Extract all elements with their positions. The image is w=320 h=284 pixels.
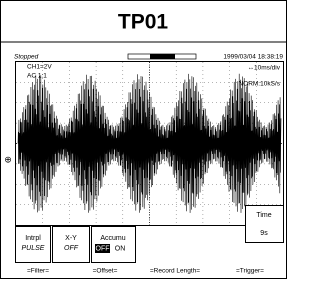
menu-label: X-Y	[65, 235, 77, 242]
menu-option[interactable]: ON	[115, 245, 126, 252]
channel-coupling: AC 1:1	[27, 73, 47, 80]
page: {"header": {"title": "TP01"}, "status": …	[0, 0, 287, 279]
title: TP01	[118, 11, 169, 34]
menu-label: Time	[256, 212, 271, 219]
softkey[interactable]: =Offset=	[93, 268, 118, 275]
record-window	[150, 54, 175, 59]
menu-label: Accumu	[100, 235, 125, 242]
sampling: NORM:10kS/s	[238, 81, 280, 88]
datetime: 1999/03/04 18:38:19	[223, 54, 283, 61]
softkey[interactable]: =Record Length=	[150, 268, 200, 275]
menu-option[interactable]: OFF	[96, 245, 110, 252]
oscilloscope-screen: TP01 Stopped 1999/03/04 18:38:19 CH1=2V …	[0, 0, 287, 279]
softkey[interactable]: =Trigger=	[236, 268, 264, 275]
softkey[interactable]: =Filter=	[27, 268, 49, 275]
run-state: Stopped	[14, 54, 39, 61]
menu-value: PULSE	[22, 245, 45, 252]
menu-value: 9s	[260, 230, 268, 237]
menu-label: Intrpl	[25, 235, 41, 242]
menu-value: OFF	[64, 245, 79, 252]
timebase: ↔10ms/div	[247, 65, 280, 72]
ground-marker: ⊕	[4, 154, 12, 164]
channel-scale: CH1=2V	[27, 64, 52, 71]
